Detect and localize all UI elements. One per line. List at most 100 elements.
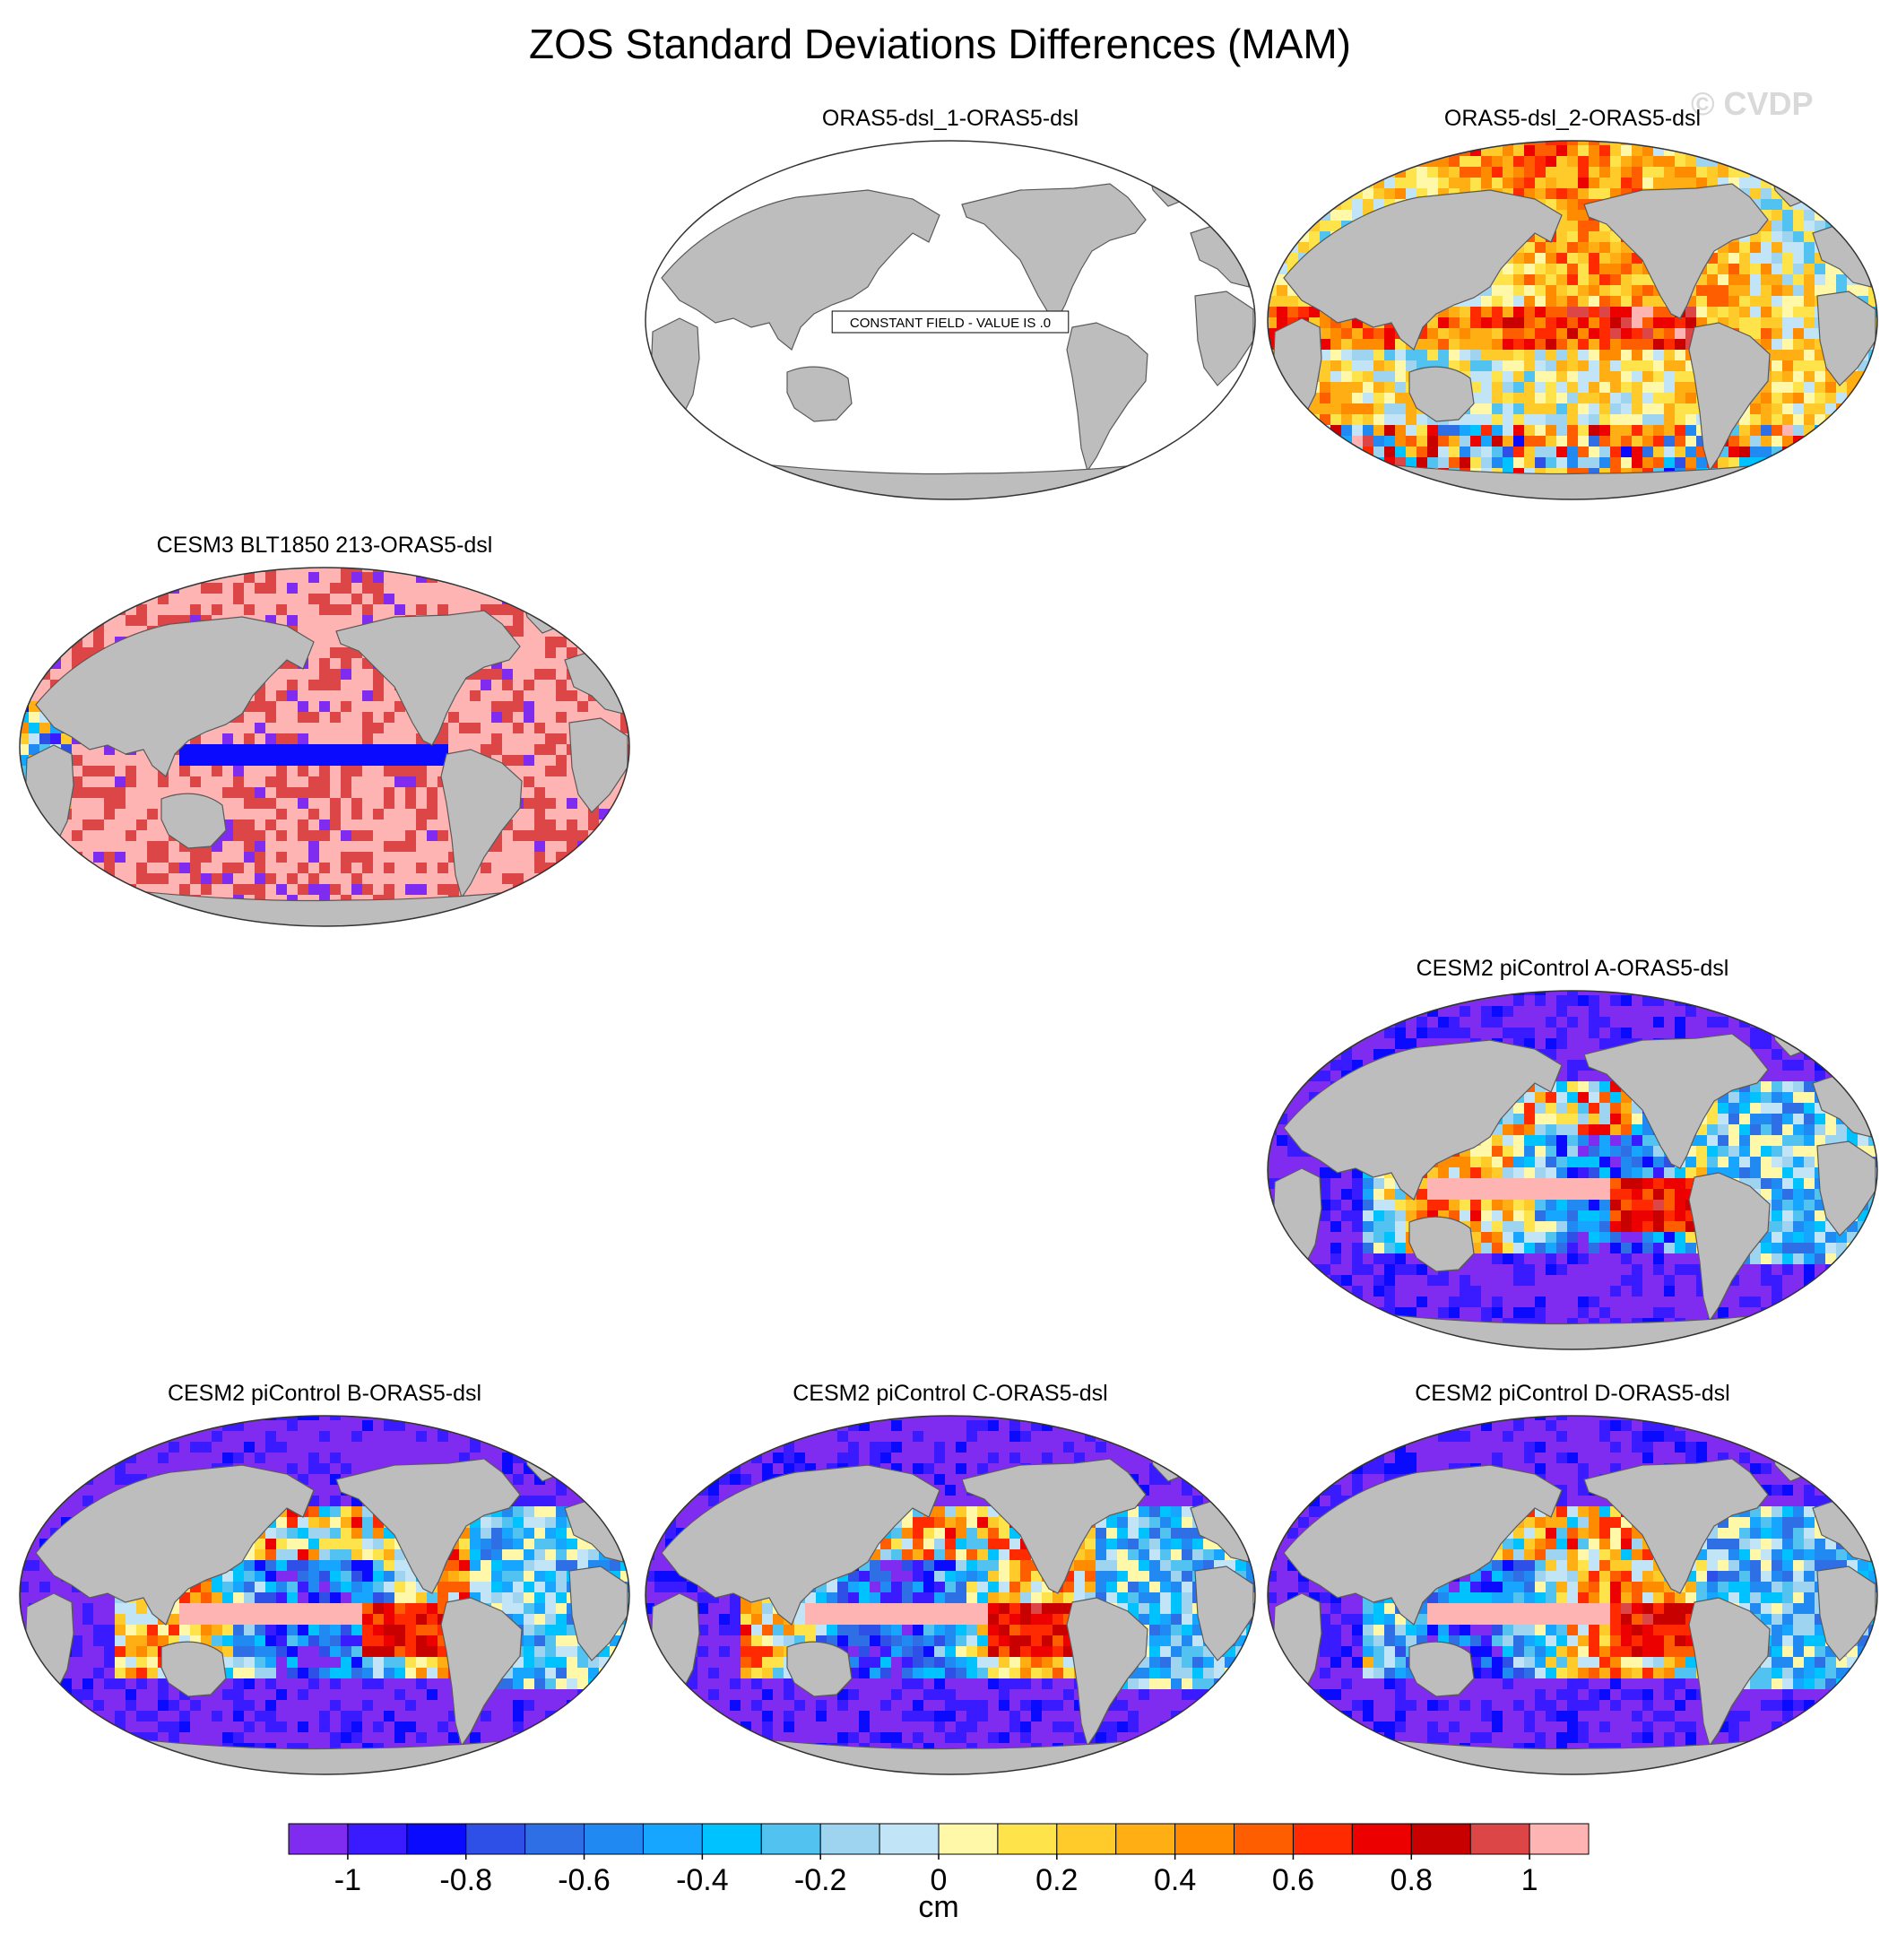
land-eurasia [35, 616, 315, 777]
map-svg [1267, 1415, 1878, 1775]
land-eurasia [35, 1464, 315, 1626]
land-australia [1408, 366, 1475, 422]
ocean-field [645, 1416, 1255, 1774]
panel-title: CESM2 piControl C-ORAS5-dsl [793, 1381, 1108, 1406]
land-australia [1408, 1216, 1475, 1272]
colorbar-swatch [701, 1823, 762, 1855]
colorbar-tick-label: 1 [1521, 1863, 1538, 1897]
land-samerica [1688, 1597, 1771, 1748]
colorbar-tick-label: 0 [931, 1863, 948, 1897]
cvdp-watermark: © CVDP [1691, 85, 1814, 122]
colorbar-swatch [1174, 1823, 1235, 1855]
panel-title: CESM2 piControl D-ORAS5-dsl [1415, 1381, 1730, 1406]
land-australia [160, 793, 227, 849]
colorbar-swatch [1292, 1823, 1353, 1855]
map-svg: CONSTANT FIELD - VALUE IS .0 [645, 140, 1256, 500]
land-namerica [335, 1458, 521, 1594]
land-australia [786, 1641, 853, 1697]
colorbar-units-label: cm [918, 1890, 958, 1924]
colorbar-tick-label: -0.2 [794, 1863, 847, 1897]
colorbar-tick-label: 0.8 [1391, 1863, 1433, 1897]
land-samerica [1688, 1172, 1771, 1323]
land-africa_east [568, 717, 628, 813]
globe-outline [645, 140, 1256, 500]
map-svg [1267, 140, 1878, 500]
colorbar-swatch [406, 1823, 467, 1855]
colorbar-swatch [819, 1823, 880, 1855]
panel-title: CESM3 BLT1850 213-ORAS5-dsl [156, 533, 493, 558]
colorbar-swatch [1410, 1823, 1471, 1855]
colorbar-swatch [938, 1823, 999, 1855]
land-africa_east [568, 1565, 628, 1661]
map-panel-oras5-dsl-2: ORAS5-dsl_2-ORAS5-dsl [1259, 106, 1880, 509]
globe-outline [19, 567, 630, 927]
map-panel-cesm2-picontrol-d: CESM2 piControl D-ORAS5-dsl [1259, 1381, 1880, 1784]
land-namerica [961, 183, 1147, 319]
land-africa_east [1194, 291, 1254, 386]
map-svg [1267, 990, 1878, 1350]
globe-outline [1267, 990, 1878, 1350]
ocean-field [20, 568, 629, 926]
panel-title: ORAS5-dsl_1-ORAS5-dsl [821, 106, 1079, 131]
colorbar-swatch [288, 1823, 349, 1855]
land-masses [1272, 155, 1876, 499]
land-africa_east [1194, 1565, 1254, 1661]
colorbar-swatch [584, 1823, 644, 1855]
colorbar-tick-label: -1 [334, 1863, 361, 1897]
panel-title: ORAS5-dsl_2-ORAS5-dsl [1443, 106, 1702, 131]
globe-outline [1267, 140, 1878, 500]
land-masses [650, 155, 1254, 499]
colorbar-swatch [1115, 1823, 1176, 1855]
land-africa_east [1816, 291, 1876, 386]
land-masses [650, 1430, 1254, 1774]
constant-field-box [831, 310, 1070, 334]
land-eurasia [661, 189, 940, 351]
ocean-field [1268, 1416, 1877, 1774]
ocean-field [20, 1416, 629, 1774]
globe-outline [19, 1415, 630, 1775]
constant-field-text: CONSTANT FIELD - VALUE IS .0 [850, 316, 1051, 331]
land-namerica [335, 610, 521, 746]
land-africa_east [1816, 1565, 1876, 1661]
colorbar: -1 -0.8 -0.6 -0.4 -0.2 0 0.2 0.4 0.6 0.8 1 cm [288, 1823, 1590, 1924]
ocean-field [1268, 141, 1877, 499]
land-australia [786, 366, 853, 422]
map-panel-cesm3-blt1850: CESM3 BLT1850 213-ORAS5-dsl [11, 533, 638, 936]
land-namerica [961, 1458, 1147, 1594]
globe-outline [1267, 1415, 1878, 1775]
colorbar-swatch [642, 1823, 703, 1855]
land-eurasia [1283, 1464, 1563, 1626]
colorbar-swatch [760, 1823, 821, 1855]
colorbar-tick-label: -0.4 [676, 1863, 729, 1897]
colorbar-tick-label: -0.6 [558, 1863, 611, 1897]
colorbar-tick-label: 0.4 [1154, 1863, 1196, 1897]
globe-outline [645, 1415, 1256, 1775]
colorbar-tick-label: -0.8 [439, 1863, 492, 1897]
map-svg [19, 1415, 630, 1775]
land-samerica [440, 749, 523, 899]
land-australia [160, 1641, 227, 1697]
colorbar-swatch [1351, 1823, 1412, 1855]
panel-title: CESM2 piControl B-ORAS5-dsl [167, 1381, 482, 1406]
land-australia [1408, 1641, 1475, 1697]
map-svg [19, 567, 630, 927]
colorbar-tick-label: 0.2 [1035, 1863, 1078, 1897]
colorbar-swatch [465, 1823, 526, 1855]
colorbar-swatch [524, 1823, 585, 1855]
land-samerica [1066, 1597, 1148, 1748]
colorbar-swatch [1529, 1823, 1590, 1855]
land-namerica [1583, 1458, 1769, 1594]
map-panel-cesm2-picontrol-c: CESM2 piControl C-ORAS5-dsl [637, 1381, 1264, 1784]
land-eurasia [661, 1464, 940, 1626]
panel-title: CESM2 piControl A-ORAS5-dsl [1416, 956, 1729, 981]
colorbar-swatch [1469, 1823, 1530, 1855]
map-panel-oras5-dsl-1: ORAS5-dsl_1-ORAS5-dsl CONSTANT FIELD - V… [637, 106, 1264, 509]
ocean-field [1268, 991, 1877, 1349]
colorbar-tick-label: 0.6 [1272, 1863, 1314, 1897]
colorbar-swatch [347, 1823, 408, 1855]
map-svg [645, 1415, 1256, 1775]
land-samerica [440, 1597, 523, 1748]
colorbar-swatch [879, 1823, 940, 1855]
land-africa_east [1816, 1140, 1876, 1236]
land-samerica [1688, 322, 1771, 473]
